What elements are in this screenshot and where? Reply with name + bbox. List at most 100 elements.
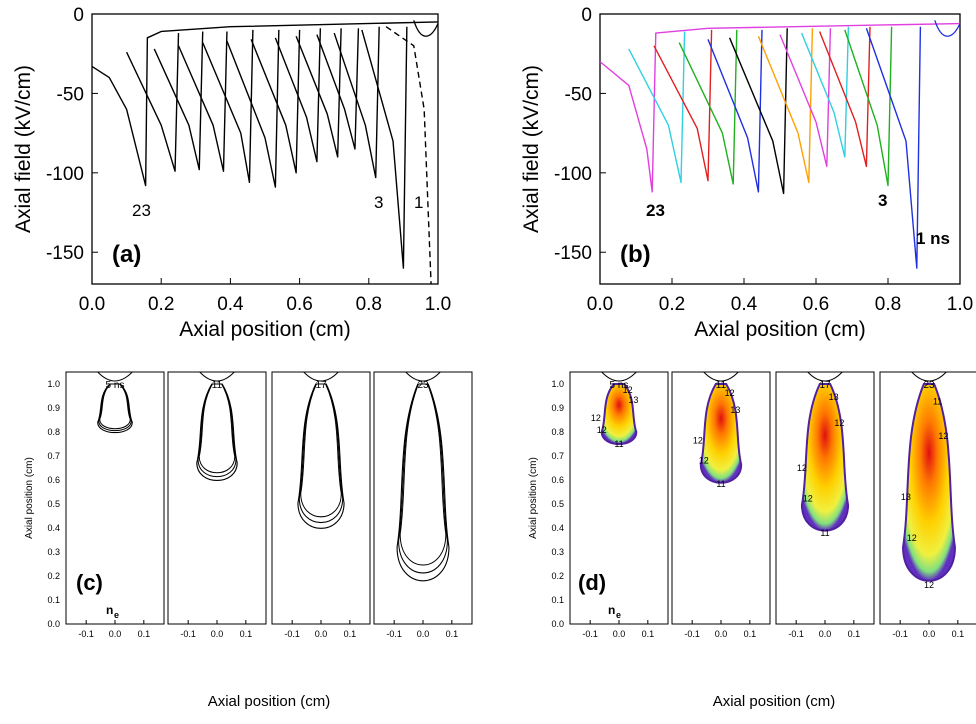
y-tick-label: 0.3	[47, 547, 60, 557]
y-axis-title: Axial position (cm)	[24, 457, 35, 539]
annotation-label: 23	[132, 201, 151, 220]
time-label: 17	[819, 380, 831, 391]
x-tick-label: -0.1	[386, 629, 402, 639]
x-tick-label: 0.1	[744, 629, 757, 639]
x-tick-label: -0.1	[684, 629, 700, 639]
panel-label: (a)	[112, 241, 141, 268]
electrode-tip	[702, 371, 740, 382]
x-tick-label: 0.8	[875, 294, 901, 315]
x-tick-label: 0.0	[587, 294, 613, 315]
series-line	[91, 21, 439, 187]
panel-c: 0.0 0.1 0.2 0.3 0.4 0.5 0.6 0.7 0.8 0.9 1.0 Axial p…	[24, 371, 473, 710]
x-axis-title: Axial position (cm)	[179, 318, 351, 341]
time-label: 23	[417, 380, 429, 391]
contour-label: 13	[628, 395, 638, 405]
contour-label: 11	[933, 396, 942, 406]
x-tick-label: 0.1	[446, 629, 459, 639]
y-tick-label: 0.7	[551, 451, 564, 461]
y-tick-label: 0.4	[47, 523, 60, 533]
quantity-subscript: e	[616, 610, 621, 620]
x-tick-label: 0.0	[211, 629, 224, 639]
electrode-tip	[600, 371, 638, 382]
density-fill	[902, 383, 956, 582]
density-contour	[99, 383, 131, 430]
streamer-frame: -0.1 0.0 0.1 5 ns	[65, 371, 165, 639]
frame-border	[167, 371, 267, 625]
contour-label: 12	[797, 463, 807, 473]
streamer-frame: -0.1 0.0 0.1 11	[167, 371, 267, 639]
annotation-label: 1 ns	[916, 229, 950, 248]
series-line	[361, 26, 408, 269]
tip-bump	[934, 20, 961, 37]
series-line	[226, 29, 280, 188]
x-tick-label: 0.1	[642, 629, 655, 639]
y-tick-label: 0.4	[551, 523, 564, 533]
contour-label: 12	[597, 425, 607, 435]
time-label: 17	[315, 380, 327, 391]
x-tick-label: 0.4	[217, 294, 244, 315]
contour-label: 12	[907, 533, 917, 543]
y-tick-label: 0.3	[551, 547, 564, 557]
x-tick-label: -0.1	[180, 629, 196, 639]
panel-d: 0.0 0.1 0.2 0.3 0.4 0.5 0.6 0.7 0.8 0.9 1.0 Axial p…	[528, 371, 976, 710]
density-contour	[398, 383, 448, 574]
density-fill	[699, 383, 743, 484]
series-line	[274, 28, 322, 163]
y-tick-label: 0.6	[47, 475, 60, 485]
density-fill	[800, 383, 850, 532]
density-fill	[600, 383, 638, 445]
time-label: 5 ns	[106, 380, 125, 391]
contour-label: 11	[716, 479, 725, 489]
x-tick-label: 0.0	[79, 294, 105, 315]
density-contour	[196, 383, 238, 482]
streamer-frame: -0.1 0.0 0.1 17	[271, 371, 371, 639]
x-axis-title: Axial position (cm)	[713, 693, 836, 710]
density-contour	[197, 383, 237, 478]
y-tick-label: 1.0	[47, 379, 60, 389]
y-tick-label: -100	[46, 164, 84, 185]
y-axis-title: Axial field (kV/cm)	[520, 65, 543, 233]
contour-label: 12	[803, 493, 813, 503]
y-axis-title: Axial field (kV/cm)	[12, 65, 35, 233]
contour-label: 12	[938, 431, 948, 441]
electrode-tip	[806, 371, 844, 382]
y-tick-label: -100	[554, 164, 592, 185]
contour-label: 12	[924, 580, 934, 590]
x-axis-title: Axial position (cm)	[694, 318, 866, 341]
contour-label: 12	[693, 435, 703, 445]
electrode-tip	[910, 371, 948, 382]
y-tick-label: -150	[46, 243, 84, 264]
series-line	[202, 29, 254, 184]
time-label: 5 ns	[610, 380, 629, 391]
y-tick-label: 0.1	[47, 595, 60, 605]
x-tick-label: -0.1	[78, 629, 94, 639]
x-tick-label: 1.0	[425, 294, 451, 315]
series-line	[800, 26, 850, 158]
plot-frame	[91, 13, 439, 285]
electrode-tip	[96, 371, 134, 382]
contour-label: 12	[699, 456, 709, 466]
series-line	[728, 28, 788, 195]
y-tick-label: 0.6	[551, 475, 564, 485]
density-contour	[399, 383, 447, 566]
x-tick-label: 0.2	[659, 294, 685, 315]
time-label: 11	[212, 380, 223, 391]
x-tick-label: 0.1	[344, 629, 357, 639]
quantity-subscript: e	[114, 610, 119, 620]
time-label: 23	[923, 380, 935, 391]
series-line	[385, 26, 432, 285]
y-tick-label: 0	[581, 5, 592, 26]
panel-a: 0 -50 -100 -150 0.0 0.2 0.4 0.6 0.8 1.0 Axial posi…	[12, 5, 451, 341]
annotation-label: 1	[414, 193, 423, 212]
x-tick-label: 1.0	[947, 294, 973, 315]
series-line	[865, 26, 922, 269]
y-tick-label: 0.2	[551, 571, 564, 581]
panel-label: (b)	[620, 241, 651, 268]
contour-label: 12	[725, 388, 735, 398]
x-tick-label: 0.0	[315, 629, 328, 639]
series-line	[316, 28, 360, 150]
x-axis-title: Axial position (cm)	[208, 693, 331, 710]
x-tick-label: 0.0	[417, 629, 430, 639]
